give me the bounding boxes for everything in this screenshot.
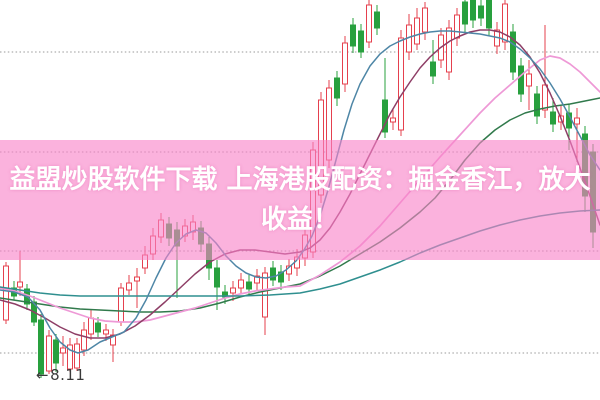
low-price-value: 8.11 bbox=[50, 366, 86, 384]
candle-down bbox=[214, 260, 220, 310]
candle-up bbox=[81, 322, 87, 356]
candle-down bbox=[38, 314, 44, 378]
candle-up bbox=[342, 36, 348, 92]
promo-banner-text: 益盟炒股软件下载 上海港股配资：掘金香江，放大收益！ bbox=[9, 165, 591, 235]
candle-down bbox=[53, 334, 59, 372]
candle-up bbox=[422, 2, 428, 40]
candle-up bbox=[88, 310, 94, 340]
candle-up bbox=[446, 20, 452, 80]
candle-down bbox=[334, 71, 340, 106]
candle-up bbox=[67, 338, 73, 372]
candle-up bbox=[238, 273, 244, 294]
candle-up bbox=[414, 8, 420, 50]
candle-up bbox=[126, 275, 132, 295]
candle-down bbox=[470, 0, 476, 28]
candle-up bbox=[74, 338, 80, 371]
ma-pink-long bbox=[0, 55, 600, 323]
candle-up bbox=[398, 30, 404, 136]
candle-up bbox=[46, 330, 52, 374]
promo-banner-background bbox=[0, 140, 600, 260]
candle-down bbox=[278, 265, 284, 290]
candle-down bbox=[358, 24, 364, 58]
candle-up bbox=[60, 336, 66, 366]
candle-up bbox=[366, 0, 372, 48]
candle-down bbox=[550, 98, 556, 132]
candle-up bbox=[286, 259, 292, 281]
candle-down bbox=[518, 58, 524, 102]
candle-down bbox=[462, 0, 468, 32]
candle-up bbox=[542, 25, 548, 118]
candle-down bbox=[534, 86, 540, 124]
candle-up bbox=[134, 268, 140, 308]
candle-down bbox=[374, 5, 380, 35]
candle-down bbox=[478, 0, 484, 26]
candle-down bbox=[270, 261, 276, 286]
candle-up bbox=[3, 262, 9, 324]
low-price-annotation: ←8.11 bbox=[36, 366, 85, 384]
candle-up bbox=[118, 283, 124, 326]
candle-up bbox=[502, 0, 508, 50]
left-arrow-icon: ← bbox=[36, 366, 50, 384]
candle-up bbox=[110, 329, 116, 362]
candle-down bbox=[430, 40, 436, 84]
candle-down bbox=[350, 18, 356, 53]
candle-up bbox=[254, 269, 260, 290]
ma-green-slow bbox=[0, 97, 600, 313]
candle-up bbox=[230, 281, 236, 301]
promo-banner[interactable]: 益盟炒股软件下载 上海港股配资：掘金香江，放大收益！ bbox=[0, 140, 600, 260]
candle-up bbox=[454, 8, 460, 46]
candle-down bbox=[510, 24, 516, 80]
candle-up bbox=[390, 108, 396, 130]
